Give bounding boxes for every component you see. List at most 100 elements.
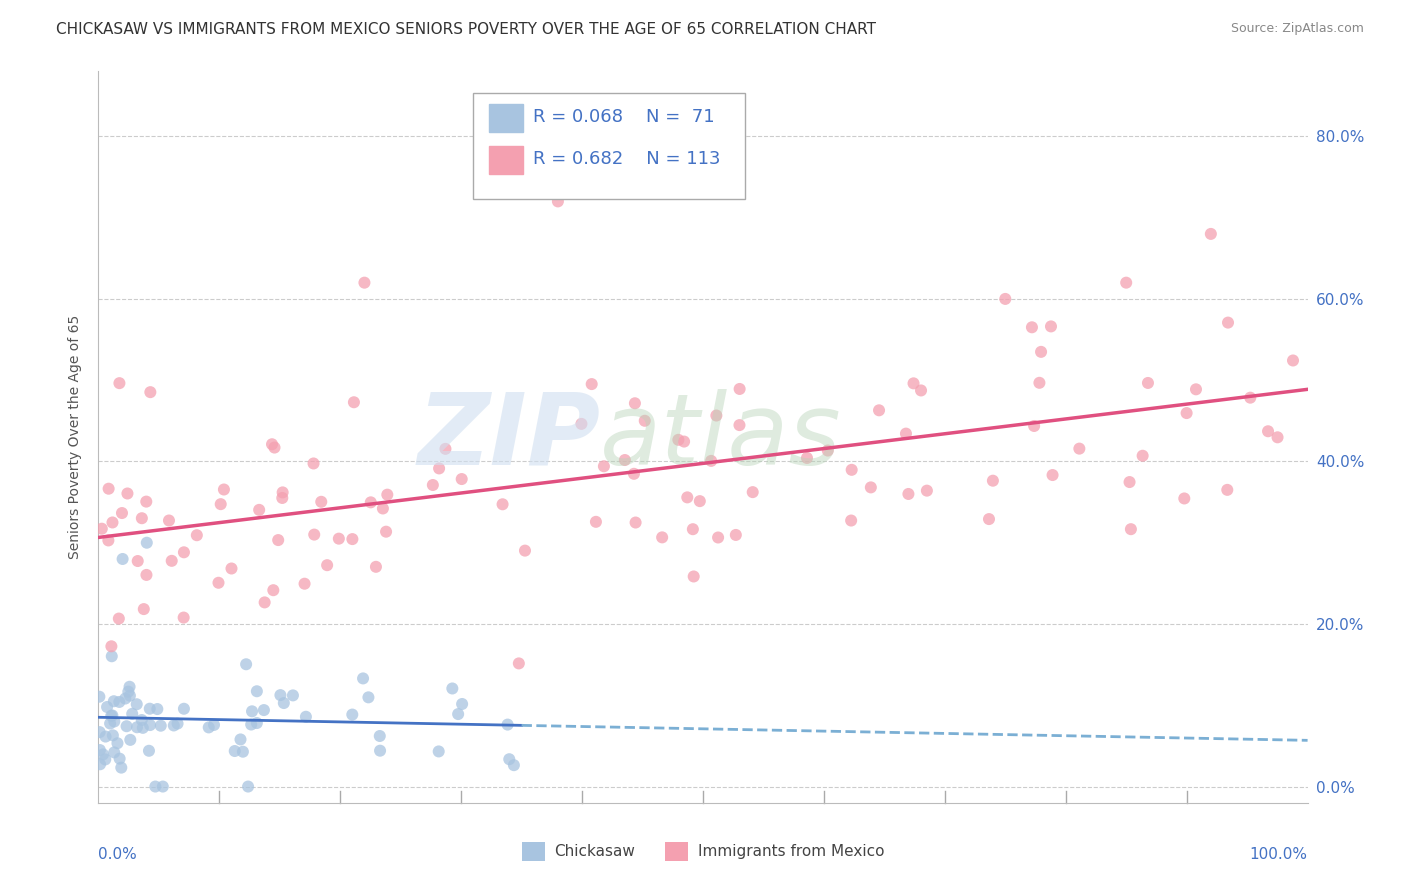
Point xyxy=(496,717,519,731)
Point xyxy=(115,719,138,733)
Point xyxy=(1257,424,1279,438)
Point xyxy=(125,697,148,711)
Point xyxy=(593,459,616,474)
Y-axis label: Seniors Poverty Over the Age of 65: Seniors Poverty Over the Age of 65 xyxy=(69,315,83,559)
Text: 100.0%: 100.0% xyxy=(1250,847,1308,862)
Point xyxy=(682,522,704,536)
Point xyxy=(724,528,747,542)
Point xyxy=(197,720,219,734)
Text: atlas: atlas xyxy=(600,389,842,485)
Point xyxy=(212,483,235,497)
Point xyxy=(246,684,269,698)
Point xyxy=(741,485,763,500)
Point xyxy=(260,437,283,451)
Point xyxy=(427,461,450,475)
Point xyxy=(728,418,751,433)
Point xyxy=(360,495,382,509)
Point xyxy=(100,708,122,723)
Point xyxy=(121,706,143,721)
Point xyxy=(103,694,125,708)
Point xyxy=(981,474,1004,488)
Point xyxy=(125,720,148,734)
Point xyxy=(240,704,263,718)
Point xyxy=(281,689,304,703)
Point xyxy=(1216,316,1239,330)
Point xyxy=(160,554,183,568)
Point xyxy=(209,497,232,511)
Bar xyxy=(489,146,523,174)
Point xyxy=(269,688,291,702)
Point xyxy=(271,491,294,505)
Point xyxy=(302,527,325,541)
Point xyxy=(1173,491,1195,506)
Point xyxy=(101,708,124,723)
Point xyxy=(91,747,114,762)
Point xyxy=(422,478,444,492)
Point xyxy=(689,494,711,508)
Point xyxy=(100,649,122,664)
Text: ZIP: ZIP xyxy=(418,389,600,485)
Point xyxy=(149,719,172,733)
Point xyxy=(90,522,112,536)
Point xyxy=(581,377,603,392)
Point xyxy=(235,657,257,672)
Point xyxy=(357,690,380,705)
Point xyxy=(502,758,524,772)
Point xyxy=(131,511,153,525)
Point xyxy=(353,276,375,290)
Point xyxy=(143,780,166,794)
Point xyxy=(1119,522,1142,536)
Point xyxy=(135,535,157,549)
Point xyxy=(273,696,295,710)
Point xyxy=(915,483,938,498)
Point xyxy=(817,443,839,458)
Point xyxy=(294,576,316,591)
Point xyxy=(427,744,450,758)
Point xyxy=(97,482,120,496)
Point xyxy=(108,611,131,625)
Point xyxy=(585,515,607,529)
Point xyxy=(624,396,647,410)
Text: Source: ZipAtlas.com: Source: ZipAtlas.com xyxy=(1230,22,1364,36)
Point xyxy=(89,725,111,739)
Point xyxy=(135,494,157,508)
Point xyxy=(623,467,645,481)
Point xyxy=(232,745,254,759)
Point xyxy=(328,532,350,546)
Point xyxy=(498,752,520,766)
Point xyxy=(624,516,647,530)
Point xyxy=(868,403,890,417)
Point xyxy=(451,697,474,711)
Point xyxy=(139,702,162,716)
Point xyxy=(101,516,124,530)
Point xyxy=(894,426,917,441)
Point xyxy=(267,533,290,547)
Legend: Chickasaw, Immigrants from Mexico: Chickasaw, Immigrants from Mexico xyxy=(515,834,891,868)
Point xyxy=(117,684,139,698)
Point xyxy=(316,558,339,573)
Point xyxy=(271,485,294,500)
Point xyxy=(166,716,188,731)
Point xyxy=(1042,468,1064,483)
Point xyxy=(994,292,1017,306)
Point xyxy=(706,409,728,423)
Point xyxy=(634,414,657,428)
Point xyxy=(207,575,229,590)
Point xyxy=(246,716,269,731)
Point xyxy=(1118,475,1140,489)
Point xyxy=(302,457,325,471)
Point xyxy=(513,543,536,558)
Point xyxy=(247,503,270,517)
Point xyxy=(224,744,246,758)
Point xyxy=(1028,376,1050,390)
Point xyxy=(108,376,131,391)
Point xyxy=(107,736,129,750)
Point xyxy=(368,744,391,758)
Point xyxy=(447,707,470,722)
Point xyxy=(375,524,398,539)
Point xyxy=(371,501,394,516)
Point xyxy=(700,454,723,468)
Point xyxy=(138,744,160,758)
Point xyxy=(368,729,391,743)
Point xyxy=(1021,320,1043,334)
